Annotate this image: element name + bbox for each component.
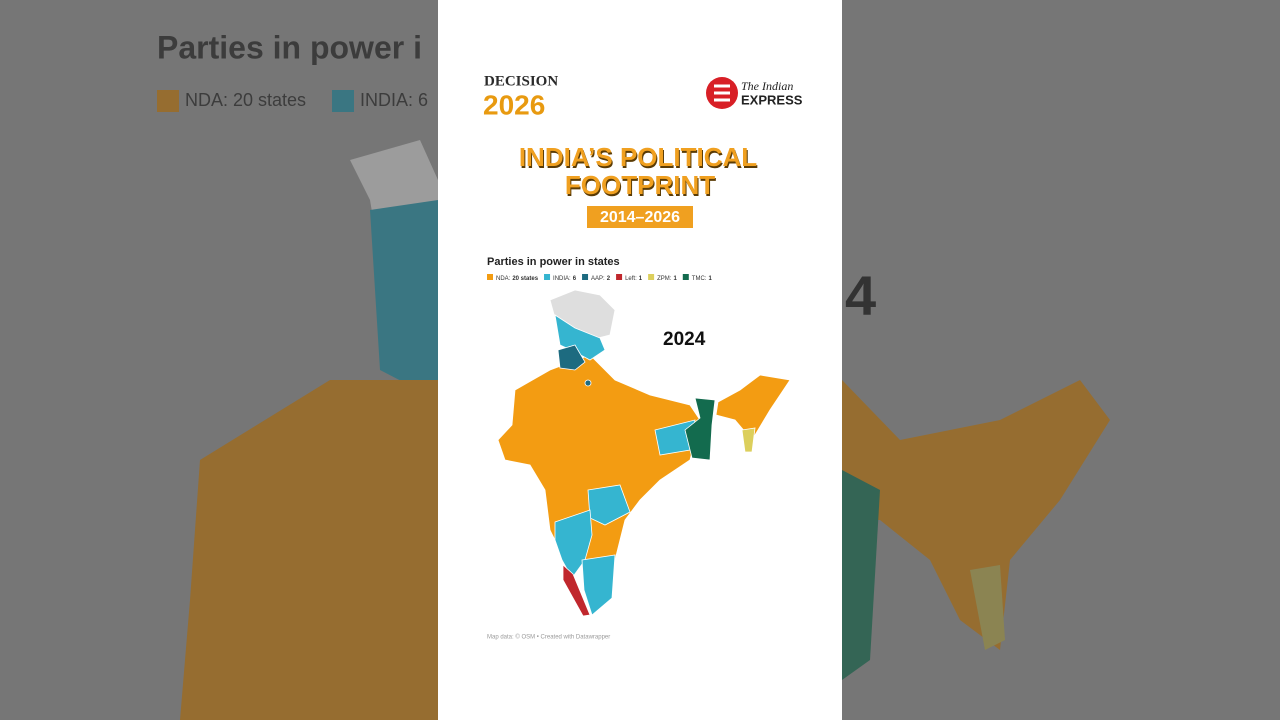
title-shadow: FOOTPRINT (566, 172, 716, 202)
title: INDIA’S POLITICAL (519, 142, 757, 172)
legend-entry: Left: 1 (625, 276, 643, 282)
region-aap (557, 344, 586, 371)
bg-legend: NDA: 20 states (185, 90, 306, 110)
bg-shape (970, 565, 1005, 650)
bg-shape (370, 200, 438, 400)
bg-shape (842, 380, 1110, 650)
region-nda (497, 354, 701, 571)
legend-label: NDA: (496, 276, 511, 282)
region-india (581, 554, 616, 616)
region-zpm (741, 427, 756, 453)
region-india (554, 314, 606, 361)
bg-shape (180, 380, 438, 720)
legend-entry: ZPM: 1 (657, 276, 677, 282)
legend-value: 20 states (512, 276, 538, 282)
bg-swatch (157, 90, 179, 112)
bg-shape (842, 470, 880, 680)
legend-entry: TMC: 1 (692, 276, 713, 282)
legend-label: Left: (625, 276, 637, 282)
legend-label: INDIA: (553, 276, 571, 282)
publisher: EXPRESS (741, 92, 803, 107)
legend-entry: INDIA: 6 (553, 276, 577, 282)
period: 2014–2026 (600, 209, 680, 226)
period-box (587, 206, 693, 228)
legend-label: ZPM: (657, 276, 672, 282)
legend-value: 1 (673, 276, 677, 282)
bg-legend: INDIA: 6 (360, 90, 428, 110)
legend-entry: AAP: 2 (591, 276, 611, 282)
legend-swatch (682, 274, 689, 280)
map-year: 2024 (663, 329, 706, 350)
map-footer: Map data: © OSM • Created with Datawrapp… (487, 634, 610, 641)
legend-swatch (487, 274, 493, 280)
bg-year: 4 (845, 264, 876, 327)
legend-value: 1 (639, 276, 643, 282)
region-left (562, 564, 591, 617)
decision-year: 2026 (483, 89, 545, 120)
legend: NDA: 20 states INDIA: 6 AAP: 2 Left: 1 ZPM: 1 TMC:… (487, 274, 712, 282)
title-shadow: INDIA’S POLITICAL (520, 144, 758, 174)
legend-label: TMC: (692, 276, 707, 282)
decision-word: DECISION (484, 73, 558, 89)
region-tmc (684, 397, 716, 461)
map-subtitle: Parties in power in states (487, 256, 620, 268)
title: FOOTPRINT (565, 170, 715, 200)
region-aap (584, 379, 592, 387)
legend-entry: NDA: 20 states (496, 276, 539, 282)
legend-label: AAP: (591, 276, 605, 282)
region-nda (715, 374, 791, 441)
legend-value: 1 (708, 276, 712, 282)
legend-swatch (648, 274, 655, 280)
legend-value: 6 (573, 276, 577, 282)
legend-swatch (544, 274, 551, 280)
bg-title: Parties in power i (157, 29, 422, 65)
bg-swatch (332, 90, 354, 112)
legend-swatch (616, 274, 623, 280)
legend-swatch (582, 274, 589, 280)
logo-mark (714, 84, 730, 102)
legend-value: 2 (607, 276, 611, 282)
publisher: The Indian (741, 79, 793, 93)
map (497, 289, 791, 617)
panel (438, 0, 842, 720)
